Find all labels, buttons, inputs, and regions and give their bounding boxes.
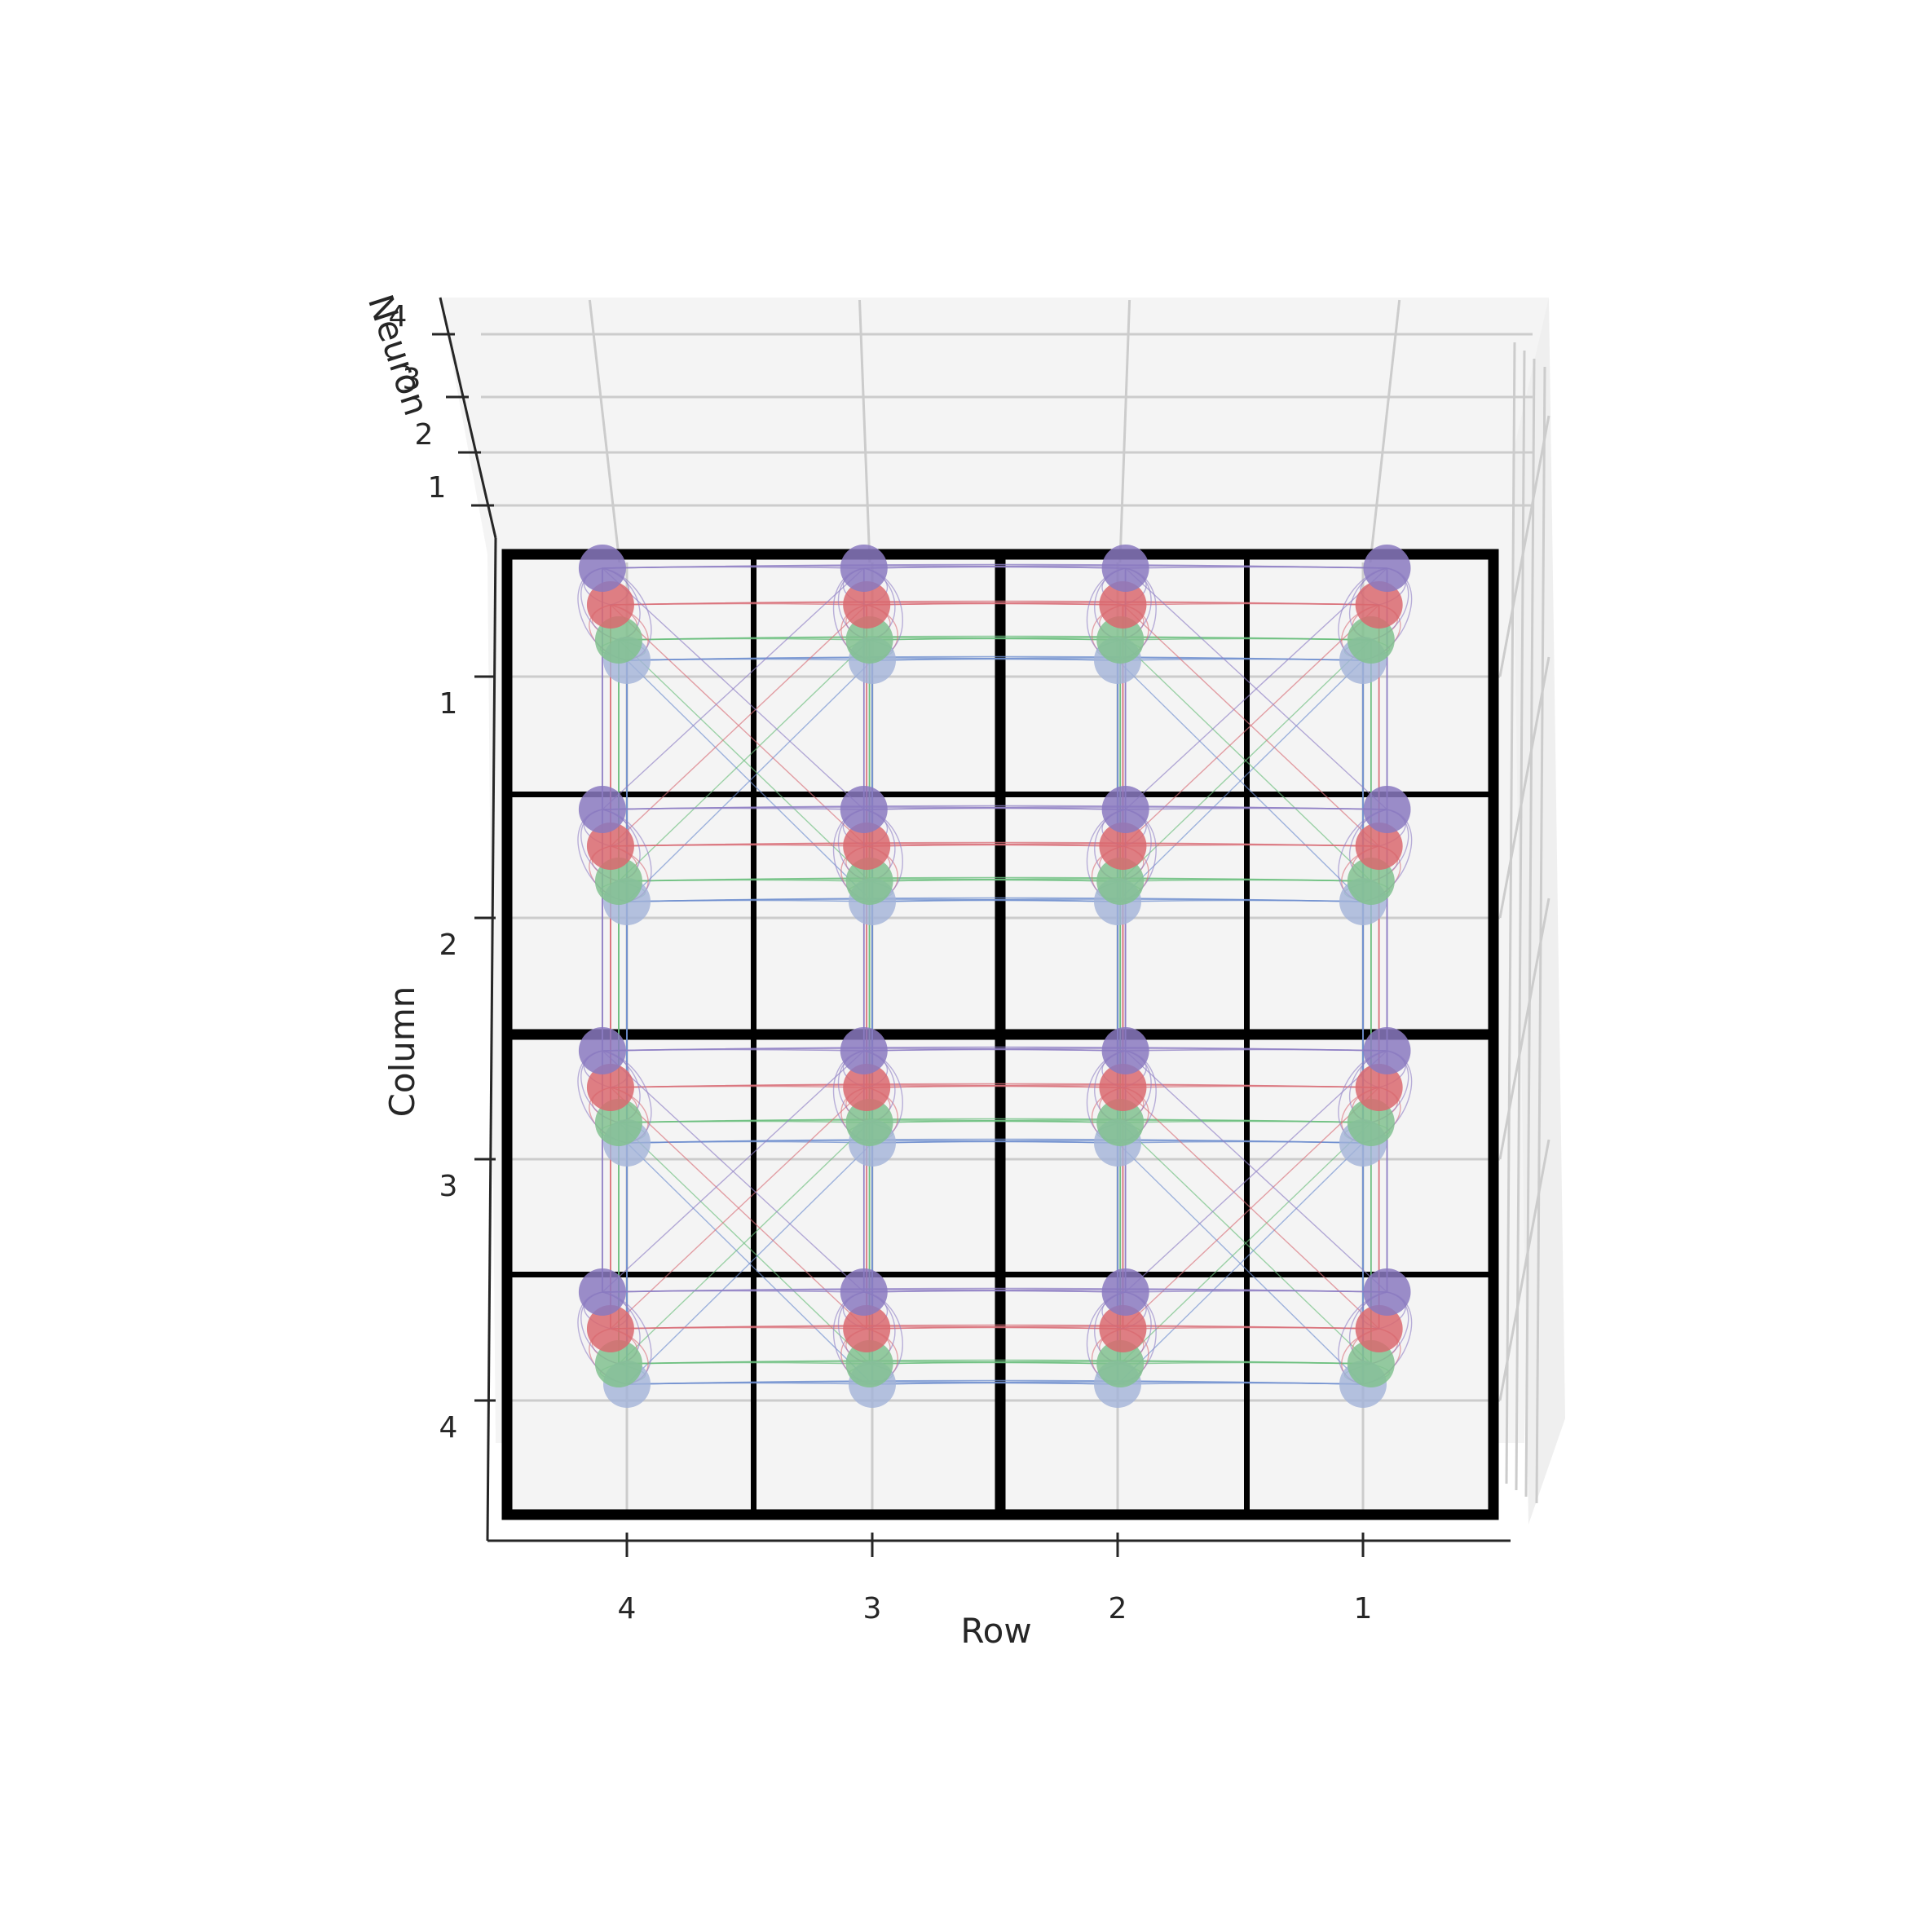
connection-block (1122, 1087, 1380, 1330)
grid-line-row-wall (1369, 299, 1401, 563)
grid-line-side (1524, 358, 1536, 1498)
neuron-point-4 (1363, 1268, 1411, 1316)
sudoku-board (501, 549, 1499, 1520)
neuron-point-4 (1101, 786, 1149, 833)
y-tick-label: 3 (439, 1170, 458, 1203)
neuron-point-3 (843, 581, 891, 629)
neuron-point-3 (1099, 581, 1147, 629)
connection-row (618, 879, 870, 882)
connection-row (602, 566, 864, 569)
connection-row (626, 658, 873, 661)
neuron-point-4 (578, 786, 626, 833)
z-axis-line (439, 297, 497, 539)
neuron-point-4 (840, 545, 888, 592)
y-axis-line (486, 537, 497, 1542)
connection-block (626, 659, 873, 902)
connection-block (1117, 1142, 1364, 1385)
neuron-point-2 (1096, 1340, 1145, 1387)
neuron-point-2 (845, 616, 893, 664)
connection-block (618, 639, 871, 882)
neuron-point-3 (1355, 581, 1403, 629)
grid-line-side (1535, 366, 1546, 1504)
y-axis-label: Column (382, 986, 422, 1118)
neuron-point-2 (845, 1340, 893, 1387)
x-tick-label: 3 (863, 1592, 882, 1625)
connection-block (618, 1122, 871, 1365)
connection-block (1117, 659, 1364, 902)
grid-line-side (1505, 342, 1516, 1484)
neuron-point-2 (1096, 858, 1145, 905)
z-tick-label: 3 (403, 363, 421, 396)
z-tick-label: 2 (415, 418, 434, 452)
connection-block (1119, 639, 1372, 882)
grid-line-row-wall (1118, 299, 1131, 563)
x-tick-label: 1 (1354, 1592, 1373, 1625)
connection-block (626, 1142, 873, 1385)
connection-row (618, 1120, 870, 1123)
neuron-point-4 (840, 1268, 888, 1316)
y-tick-label: 2 (439, 929, 458, 962)
neuron-point-4 (1101, 545, 1149, 592)
connection-block (1125, 567, 1387, 810)
neuron-points (578, 545, 1411, 1408)
neuron-point-3 (1099, 823, 1147, 870)
neuron-point-3 (1355, 823, 1403, 870)
neuron-point-4 (1101, 1027, 1149, 1074)
neuron-point-2 (1096, 616, 1145, 664)
grid-line-row-wall (588, 299, 621, 563)
connection-row (626, 1382, 873, 1385)
connection-block (1125, 1050, 1387, 1293)
neuron-point-4 (840, 786, 888, 833)
z-tick-label: 4 (389, 300, 408, 333)
connection-block (1119, 1122, 1372, 1365)
neuron-point-4 (1101, 1268, 1149, 1316)
neuron-point-3 (843, 823, 891, 870)
z-tick-label: 1 (428, 471, 447, 505)
connection-row (602, 1048, 864, 1052)
neuron-point-2 (1096, 1099, 1145, 1146)
grid-line-column-side (1498, 415, 1550, 677)
neuron-point-4 (1363, 1027, 1411, 1074)
neuron-point-3 (843, 1305, 891, 1352)
connection-row (626, 1140, 873, 1144)
neuron-point-4 (1363, 786, 1411, 833)
connection-row (618, 637, 870, 641)
connection-row (626, 899, 873, 902)
neuron-point-3 (1099, 1064, 1147, 1111)
connection-block (602, 1050, 865, 1293)
neuron-point-4 (578, 1027, 626, 1074)
connection-block (1122, 604, 1380, 847)
neuron-point-4 (840, 1027, 888, 1074)
neuron-point-4 (578, 1268, 626, 1316)
connection-row (602, 807, 864, 810)
neuron-point-3 (1099, 1305, 1147, 1352)
neuron-point-4 (1363, 545, 1411, 592)
x-tick-label: 2 (1109, 1592, 1127, 1625)
grid-line-row-wall (858, 299, 871, 563)
neuron-point-2 (845, 1099, 893, 1146)
neuron-point-3 (586, 823, 634, 870)
connection-row (602, 1290, 864, 1293)
grid-line-side (1515, 350, 1526, 1491)
neuron-point-3 (586, 1305, 634, 1352)
connection-row (618, 1361, 870, 1365)
connection-block (602, 567, 865, 810)
grid-line-column-side (1498, 656, 1550, 919)
neuron-point-3 (586, 1064, 634, 1111)
neuron-point-3 (586, 581, 634, 629)
neuron-point-3 (1355, 1064, 1403, 1111)
neuron-point-3 (1355, 1305, 1403, 1352)
neuron-point-3 (843, 1064, 891, 1111)
x-axis-label: Row (960, 1611, 1031, 1651)
y-tick-label: 1 (439, 687, 458, 721)
x-tick-label: 4 (618, 1592, 637, 1625)
neuron-point-2 (845, 858, 893, 905)
right-pane (1512, 298, 1565, 1524)
neuron-point-4 (578, 545, 626, 592)
axes: 4 3 2 1 1 2 3 4 1 2 3 4 (389, 297, 1511, 1625)
y-tick-label: 4 (439, 1411, 458, 1445)
